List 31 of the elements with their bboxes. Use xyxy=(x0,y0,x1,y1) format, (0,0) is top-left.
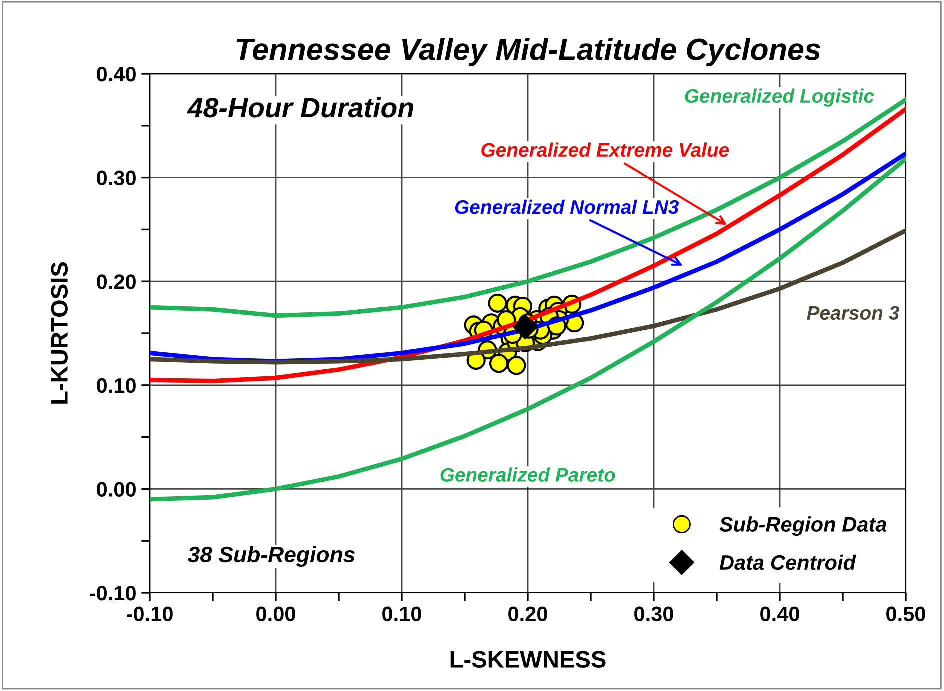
x-tick-label: -0.10 xyxy=(127,606,173,622)
series-label: Generalized Logistic xyxy=(685,88,874,107)
y-tick-label: -0.10 xyxy=(90,586,136,601)
x-tick-label: 0.50 xyxy=(886,606,926,622)
point xyxy=(489,354,509,374)
point xyxy=(513,315,538,340)
series-label: Generalized Pareto xyxy=(440,468,616,482)
y-tick-label: 0.40 xyxy=(97,67,136,82)
y-tick-label: 0.00 xyxy=(97,482,136,497)
legend-label: Data Centroid xyxy=(720,554,856,570)
x-tick-label: 0.40 xyxy=(760,606,800,622)
y-tick-label: 0.20 xyxy=(97,274,136,290)
y-tick-label: 0.10 xyxy=(97,378,136,394)
x-tick-label: 0.10 xyxy=(382,606,422,622)
point xyxy=(507,356,526,376)
point xyxy=(488,294,508,313)
line-series xyxy=(150,228,906,365)
x-axis-title: L-SKEWNESS xyxy=(450,651,606,668)
y-tick-label: 0.30 xyxy=(97,170,136,186)
annotation: 38 Sub-Regions xyxy=(188,546,355,568)
x-tick-label: 0.00 xyxy=(256,606,296,622)
legend-label: Sub-Region Data xyxy=(720,516,887,536)
text: Generalized Normal LN3 xyxy=(455,200,679,214)
y-axis-title: L-KURTOSIS xyxy=(51,262,68,404)
x-tick-label: 0.20 xyxy=(508,606,548,622)
x-tick-label: 0.30 xyxy=(634,606,674,622)
series-label: Pearson 3 xyxy=(807,306,900,320)
text: Generalized Extreme Value xyxy=(482,142,730,158)
line-series xyxy=(150,156,906,502)
chart-title: Tennessee Valley Mid-Latitude Cyclones xyxy=(236,38,820,66)
annotation: 48-Hour Duration xyxy=(187,97,414,118)
